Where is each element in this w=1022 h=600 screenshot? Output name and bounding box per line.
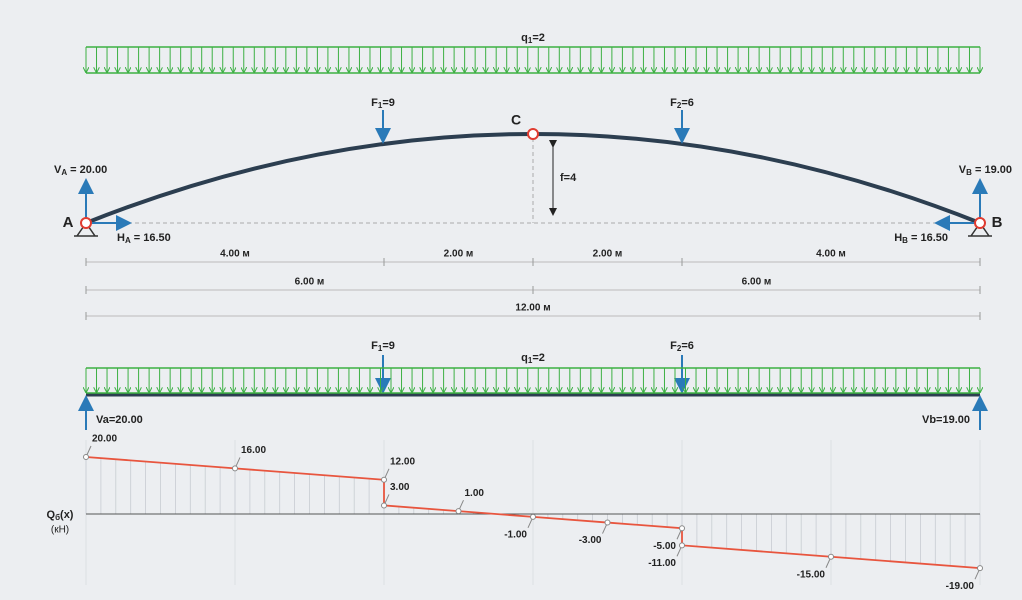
dimension-label: 4.00 м <box>816 249 846 260</box>
label-sub: A <box>61 168 67 177</box>
label-sub: 1 <box>378 344 383 353</box>
label-sub: A <box>125 236 131 245</box>
value-label: 3.00 <box>390 482 410 493</box>
value-label: -1.00 <box>504 529 527 540</box>
shear-point <box>679 525 685 532</box>
value-label: -19.00 <box>946 581 975 592</box>
crown-label: C <box>511 112 521 128</box>
hinge <box>80 217 92 229</box>
label-sub: 1 <box>528 36 533 45</box>
value-label: -15.00 <box>797 569 826 580</box>
force-label: F1=9 <box>371 97 395 110</box>
label-rest: =2 <box>532 32 545 44</box>
structure: C f=4 A B <box>63 110 1003 237</box>
reaction-label: VB = 19.00 <box>959 164 1012 177</box>
label-rest: =2 <box>532 352 545 364</box>
label-sub: 1 <box>528 356 533 365</box>
hinge <box>527 128 539 140</box>
dimension-label: 2.00 м <box>444 249 474 260</box>
label-rest: = 19.00 <box>972 164 1012 176</box>
label-main: q <box>521 32 528 44</box>
shear-point <box>679 542 685 549</box>
label-main: V <box>959 164 967 176</box>
value-label: 16.00 <box>241 445 266 456</box>
rise-label: f=4 <box>560 172 577 184</box>
dimension-label: 12.00 м <box>515 303 550 314</box>
value-label: -11.00 <box>648 558 676 569</box>
shear-point <box>604 519 611 526</box>
load-label: q1=2 <box>521 32 545 45</box>
label-main: H <box>894 232 902 244</box>
label-main: F <box>371 340 378 352</box>
value-label: 12.00 <box>390 456 415 467</box>
label-rest: =9 <box>382 97 395 109</box>
support-label: A <box>63 214 74 231</box>
label-rest: = 16.50 <box>908 232 948 244</box>
dimension-label: 6.00 м <box>295 277 325 288</box>
support-label: B <box>992 214 1003 231</box>
force-label: F1=9 <box>371 340 395 353</box>
dimension-label: 2.00 м <box>593 249 623 260</box>
label-rest: =6 <box>681 97 694 109</box>
unit-label: (кН) <box>51 525 69 536</box>
shear-point <box>381 502 387 509</box>
reaction-label: HA = 16.50 <box>117 232 171 245</box>
label-rest: (x) <box>60 509 74 521</box>
support <box>74 221 98 237</box>
shear-point <box>828 553 834 560</box>
shear-point <box>381 476 387 483</box>
shear-point <box>232 465 238 472</box>
reaction-label: HB = 16.50 <box>894 232 948 245</box>
label-main: F <box>670 97 677 109</box>
label-sub: 2 <box>677 101 682 110</box>
label-rest: = 20.00 <box>67 164 107 176</box>
value-label: 20.00 <box>92 434 117 445</box>
label-rest: =9 <box>382 340 395 352</box>
label-main: F <box>670 340 677 352</box>
support <box>968 221 992 237</box>
axis-label: Qб(x) <box>47 509 74 522</box>
load-label: q1=2 <box>521 352 545 365</box>
label-sub: б <box>55 513 60 522</box>
label-main: H <box>117 232 125 244</box>
label-rest: = 16.50 <box>131 232 171 244</box>
hinge <box>974 217 986 229</box>
label-sub: B <box>966 168 972 177</box>
label-main: V <box>54 164 62 176</box>
label-main: q <box>521 352 528 364</box>
force-label: F2=6 <box>670 97 694 110</box>
dimension-label: 6.00 м <box>742 277 772 288</box>
reaction-label: Vb=19.00 <box>922 414 970 426</box>
reaction-label: Va=20.00 <box>96 414 143 426</box>
shear-point <box>530 513 536 520</box>
shear-point <box>977 565 983 572</box>
shear-point <box>455 508 462 515</box>
label-main: Q <box>47 509 56 521</box>
label-sub: 1 <box>378 101 383 110</box>
shear-point <box>83 454 89 460</box>
value-label: -5.00 <box>653 541 676 552</box>
reaction-label: VA = 20.00 <box>54 164 107 177</box>
label-rest: =6 <box>681 340 694 352</box>
value-label: -3.00 <box>579 535 602 546</box>
dimension-label: 4.00 м <box>220 249 250 260</box>
force-label: F2=6 <box>670 340 694 353</box>
value-label: 1.00 <box>465 488 485 499</box>
beam: Va=20.00 Vb=19.00 (кН) <box>51 355 988 536</box>
label-sub: B <box>902 236 908 245</box>
label-main: F <box>371 97 378 109</box>
label-sub: 2 <box>677 344 682 353</box>
